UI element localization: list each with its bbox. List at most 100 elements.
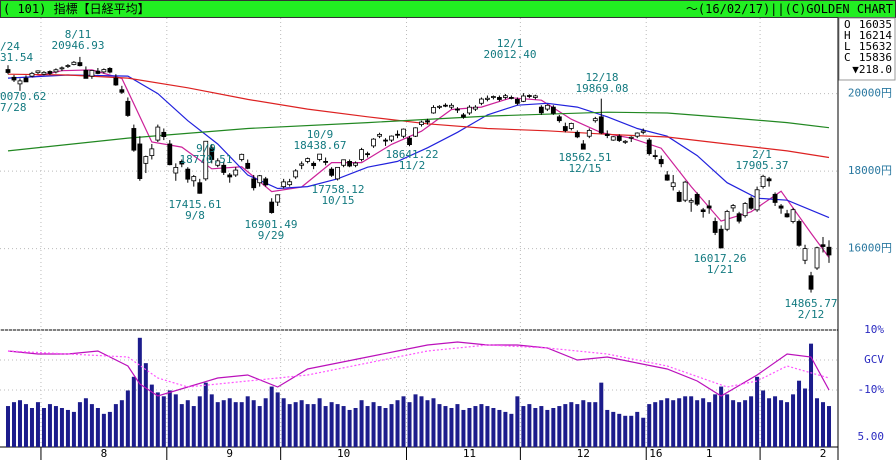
price-annotation: 17905.37 xyxy=(736,159,789,172)
volume-bar xyxy=(479,404,484,447)
candle-body xyxy=(676,192,682,202)
volume-bar xyxy=(635,411,640,447)
summary-label: L xyxy=(844,40,851,53)
volume-bar xyxy=(125,390,130,447)
volume-bar xyxy=(455,404,460,447)
candle-body xyxy=(107,67,113,73)
volume-bar xyxy=(683,396,688,447)
volume-bar xyxy=(59,408,64,447)
volume-bar xyxy=(797,380,802,447)
x-tick-label: 10 xyxy=(337,447,350,460)
volume-bar xyxy=(743,400,748,447)
candle-body xyxy=(35,70,41,74)
candle-body xyxy=(419,121,424,125)
volume-bar xyxy=(815,398,820,447)
candle-body xyxy=(239,153,245,160)
volume-bar xyxy=(185,400,190,447)
volume-bar xyxy=(233,402,238,447)
volume-bar xyxy=(581,400,586,447)
candle-body xyxy=(95,70,101,74)
volume-bar xyxy=(491,408,496,447)
candle-body xyxy=(730,205,736,209)
volume-bar xyxy=(323,406,328,447)
candle-body xyxy=(508,97,514,99)
candle-body xyxy=(694,193,700,205)
volume-bar xyxy=(467,408,472,447)
price-annotation: 1/21 xyxy=(707,263,734,276)
volume-bar xyxy=(575,404,580,447)
candle-body xyxy=(718,228,724,249)
volume-bar xyxy=(749,396,754,447)
candle-body xyxy=(574,131,580,138)
candle-body xyxy=(395,133,400,136)
candle-body xyxy=(526,95,532,97)
x-tick-label: 1 xyxy=(706,447,713,460)
moving-average xyxy=(7,111,830,152)
candle-body xyxy=(311,162,317,167)
volume-bar xyxy=(17,400,22,447)
price-annotation: 20012.40 xyxy=(484,48,537,61)
candle-body xyxy=(59,67,65,70)
volume-bar xyxy=(449,408,454,447)
volume-bar xyxy=(179,404,184,447)
volume-bar xyxy=(623,415,628,447)
gcv-line xyxy=(7,341,830,397)
price-annotation: 17415.61 xyxy=(169,198,222,211)
candle-body xyxy=(754,189,760,211)
volume-bar xyxy=(371,402,376,447)
candle-body xyxy=(520,95,526,102)
volume-bar xyxy=(509,413,514,447)
volume-bar xyxy=(587,402,592,447)
volume-bar xyxy=(701,398,706,447)
candle-body xyxy=(191,176,197,182)
candle-body xyxy=(455,108,460,111)
volume-bar xyxy=(767,398,772,447)
volume-bar xyxy=(215,402,220,447)
volume-bar xyxy=(785,402,790,447)
price-annotation: 18641.22 xyxy=(386,148,439,161)
volume-bar xyxy=(329,402,334,447)
candle-body xyxy=(443,104,448,107)
candle-body xyxy=(425,120,430,123)
volume-bar xyxy=(713,394,718,447)
volume-bar xyxy=(791,394,796,447)
volume-bar xyxy=(29,408,34,447)
x-tick-label: 9 xyxy=(226,447,233,460)
volume-bar xyxy=(227,398,232,447)
candle-body xyxy=(383,139,388,142)
volume-bar xyxy=(251,400,256,447)
candle-body xyxy=(113,77,119,86)
volume-bar xyxy=(71,411,76,447)
candle-body xyxy=(269,201,275,213)
price-annotation: 14865.77 xyxy=(785,297,838,310)
candle-body xyxy=(353,162,358,166)
candle-body xyxy=(604,133,610,136)
candle-body xyxy=(371,138,376,147)
volume-bar xyxy=(731,400,736,447)
volume-bar xyxy=(197,396,202,447)
candle-body xyxy=(652,155,658,157)
candle-body xyxy=(365,153,370,156)
candle-body xyxy=(401,128,406,137)
candle-body xyxy=(17,80,23,85)
candle-body xyxy=(29,72,35,77)
candle-body xyxy=(449,104,454,108)
candle-body xyxy=(820,244,826,247)
price-annotation: 20946.93 xyxy=(52,39,105,52)
candle-body xyxy=(41,71,47,75)
price-annotation: 18562.51 xyxy=(559,151,612,164)
candle-body xyxy=(263,178,269,186)
volume-bar xyxy=(23,404,28,447)
candle-body xyxy=(257,175,263,184)
candle-body xyxy=(485,97,490,100)
candle-body xyxy=(670,182,676,187)
candle-body xyxy=(808,275,814,290)
volume-bar xyxy=(239,402,244,447)
candle-body xyxy=(5,69,11,73)
candle-body xyxy=(598,116,604,134)
volume-bar xyxy=(95,408,100,447)
volume-bar xyxy=(695,400,700,447)
candle-body xyxy=(646,139,652,155)
